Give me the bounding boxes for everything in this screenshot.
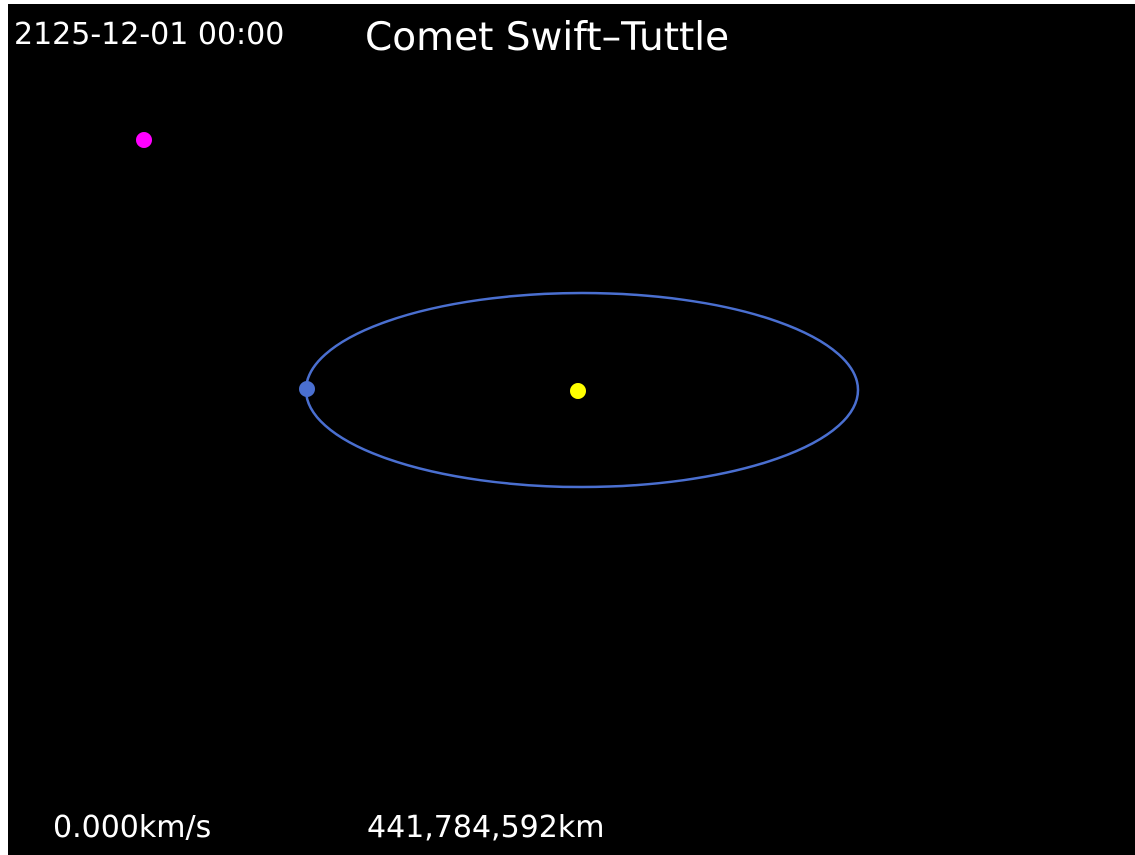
distance-label: 441,784,592km (367, 810, 604, 845)
comet (299, 381, 315, 397)
planet (136, 132, 152, 148)
title: Comet Swift–Tuttle (365, 15, 729, 60)
space-background (8, 4, 1135, 855)
sun (570, 383, 586, 399)
date-label: 2125-12-01 00:00 (14, 17, 284, 52)
speed-label: 0.000km/s (53, 810, 211, 845)
